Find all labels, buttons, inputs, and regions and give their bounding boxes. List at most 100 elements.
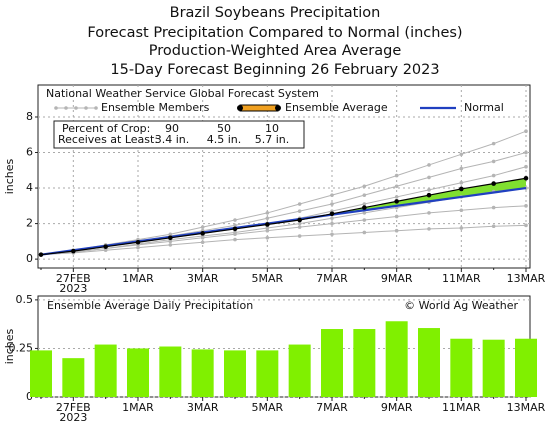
bar: [94, 344, 117, 397]
crop-amount: 4.5 in.: [207, 133, 242, 146]
ensemble-member-point: [459, 208, 464, 213]
bar: [191, 349, 214, 397]
ensemble-member-point: [491, 224, 496, 229]
average-point: [329, 211, 335, 217]
average-point: [491, 181, 496, 186]
x-tick-label: 1MAR: [122, 272, 154, 285]
bar: [224, 350, 246, 397]
ensemble-member-point: [427, 163, 431, 167]
chart-subtitle: Forecast Precipitation Compared to Norma…: [87, 25, 462, 41]
y-axis-label: inches: [3, 328, 16, 364]
ensemble-member-point: [394, 184, 399, 189]
ensemble-member-point: [362, 230, 367, 235]
ensemble-member-point: [459, 180, 464, 185]
ensemble-member-point: [427, 227, 431, 231]
y-tick-label: 8: [26, 110, 33, 123]
ensemble-member-point: [394, 195, 399, 199]
bar: [127, 348, 149, 397]
average-point: [297, 217, 302, 223]
ensemble-member-point: [394, 228, 399, 233]
legend-swatch: [239, 104, 279, 112]
average-point: [135, 239, 141, 245]
bar: [30, 350, 52, 397]
ensemble-member-line: [40, 152, 527, 256]
ensemble-member-point: [200, 235, 205, 240]
ensemble-member-point: [459, 226, 464, 230]
x-tick-label: 7MAR: [316, 401, 348, 414]
bar: [482, 339, 505, 397]
average-point: [232, 226, 238, 232]
bar: [321, 329, 343, 397]
ensemble-member-point: [459, 152, 464, 157]
crop-table-row-label: Receives at Least:: [58, 133, 158, 146]
average-point: [200, 231, 205, 236]
ensemble-member-point: [427, 211, 431, 215]
ensemble-member-point: [265, 235, 270, 240]
bar: [353, 329, 376, 397]
bar: [62, 358, 85, 397]
ensemble-member-point: [136, 245, 140, 250]
ensemble-member-point: [491, 173, 496, 178]
ensemble-member-point: [297, 209, 302, 213]
legend-swatch-point: [94, 106, 98, 110]
legend-swatch-point: [54, 106, 58, 110]
ensemble-member-point: [168, 243, 173, 247]
bar: [418, 328, 440, 397]
chart-subtitle: 15-Day Forecast Beginning 26 February 20…: [110, 62, 439, 78]
source-label: National Weather Service Global Forecast…: [46, 87, 319, 100]
ensemble-member-point: [362, 202, 367, 206]
ensemble-member-point: [265, 211, 270, 215]
legend-label: Ensemble Members: [101, 101, 210, 114]
ensemble-member-point: [524, 150, 528, 155]
ensemble-member-line: [40, 205, 527, 256]
ensemble-member-point: [297, 221, 302, 226]
legend-swatch-point: [275, 105, 281, 111]
normal-line: [40, 186, 527, 256]
crop-percent: 10: [265, 122, 279, 135]
ensemble-member-point: [168, 239, 173, 244]
ensemble-member-line: [40, 130, 527, 256]
ensemble-member-point: [265, 228, 270, 233]
average-point: [426, 192, 432, 198]
ensemble-member-point: [330, 202, 334, 206]
y-tick-label: 4: [26, 181, 33, 194]
legend-swatch-point: [237, 105, 243, 111]
ensemble-member-point: [362, 211, 367, 215]
ensemble-member-point: [362, 193, 367, 197]
ensemble-member-point: [427, 188, 431, 192]
x-year-label: 2023: [59, 411, 87, 424]
bar: [256, 350, 279, 397]
average-point: [523, 175, 529, 181]
x-tick-label: 27FEB: [56, 272, 91, 285]
chart-title: Brazil Soybeans Precipitation: [170, 5, 381, 21]
x-tick-label: 5MAR: [251, 401, 283, 414]
x-tick-label: 27FEB: [56, 401, 91, 414]
bar: [288, 344, 311, 397]
average-line: [40, 177, 527, 256]
ensemble-member-point: [330, 193, 334, 197]
ensemble-member-point: [524, 223, 528, 228]
ensemble-member-point: [265, 216, 270, 221]
y-tick-label: 0.5: [16, 293, 34, 306]
ensemble-member-point: [362, 218, 367, 222]
x-tick-label: 11MAR: [442, 401, 481, 414]
ensemble-member-point: [524, 204, 528, 208]
x-tick-label: 9MAR: [381, 272, 413, 285]
ensemble-member-point: [330, 232, 334, 237]
ensemble-member-point: [103, 248, 108, 253]
x-tick-label: 1MAR: [122, 401, 154, 414]
crop-amount: 3.4 in.: [155, 133, 190, 146]
ensemble-member-line: [40, 224, 527, 256]
y-axis-label: inches: [3, 158, 16, 194]
ensemble-member-point: [524, 164, 528, 169]
crop-table-header: Percent of Crop:: [62, 122, 150, 135]
average-point: [168, 235, 173, 241]
ensemble-member-point: [491, 141, 496, 146]
crop-percent: 90: [165, 122, 179, 135]
bar: [515, 338, 537, 397]
crop-percent: 50: [217, 122, 231, 135]
credit-label: © World Ag Weather: [404, 299, 518, 312]
x-tick-label: 5MAR: [251, 272, 283, 285]
ensemble-member-point: [233, 223, 237, 228]
